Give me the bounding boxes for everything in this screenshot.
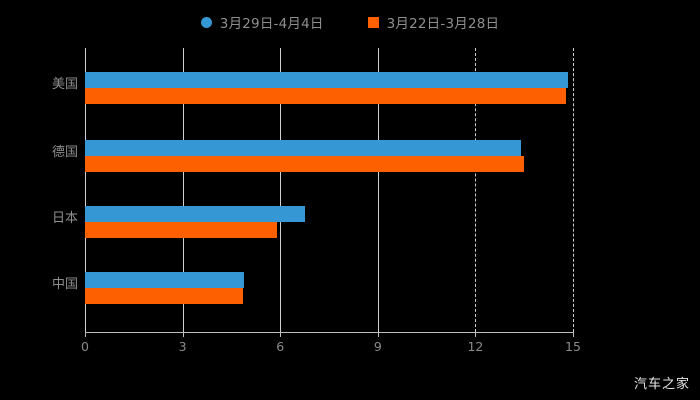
gridline-6 <box>280 48 282 332</box>
legend-item-series-1[interactable]: 3月29日-4月4日 <box>200 12 324 32</box>
bar-series-1-row-2[interactable] <box>85 206 305 222</box>
chart-legend: 3月29日-4月4日 3月22日-3月28日 <box>0 12 700 32</box>
legend-square-marker-icon <box>367 16 379 28</box>
x-axis-line <box>85 332 574 333</box>
x-axis-label-9: 9 <box>373 339 382 354</box>
x-axis-label-0: 0 <box>81 339 89 354</box>
x-axis-tick-3 <box>182 332 184 337</box>
x-axis-tick-12 <box>475 332 477 337</box>
bar-series-1-row-0[interactable] <box>85 72 569 88</box>
plot-area <box>85 48 574 332</box>
category-label-row-0: 美国 <box>51 77 78 92</box>
watermark: 汽车之家 <box>633 377 690 392</box>
gridline-9 <box>377 48 379 332</box>
gridline-15 <box>573 48 574 332</box>
bar-series-1-row-3[interactable] <box>85 272 245 288</box>
legend-label-series-2: 3月22日-3月28日 <box>386 16 500 32</box>
gridline-12 <box>475 48 477 332</box>
bar-series-2-row-2[interactable] <box>85 222 277 238</box>
gridline-3 <box>182 48 184 332</box>
x-axis-tick-15 <box>573 332 574 337</box>
bar-series-2-row-1[interactable] <box>85 156 525 172</box>
category-label-row-3: 中国 <box>51 277 78 292</box>
x-axis-label-3: 3 <box>178 339 187 354</box>
x-axis-label-12: 12 <box>467 339 484 354</box>
category-label-row-2: 日本 <box>51 211 78 226</box>
legend-item-series-2[interactable]: 3月22日-3月28日 <box>367 12 500 32</box>
legend-label-series-1: 3月29日-4月4日 <box>219 16 324 32</box>
x-axis-tick-6 <box>280 332 282 337</box>
bar-series-2-row-0[interactable] <box>85 88 567 104</box>
bar-series-2-row-3[interactable] <box>85 288 243 304</box>
x-axis-tick-0 <box>85 332 86 337</box>
category-axis: 美国 德国 日本 中国 <box>0 0 78 400</box>
gridline-0 <box>85 48 86 332</box>
x-axis-label-6: 6 <box>276 339 285 354</box>
category-label-row-1: 德国 <box>51 145 78 160</box>
bar-series-1-row-1[interactable] <box>85 140 521 156</box>
legend-circle-marker-icon <box>200 16 212 28</box>
x-axis-tick-9 <box>377 332 379 337</box>
x-axis-label-15: 15 <box>565 339 581 354</box>
